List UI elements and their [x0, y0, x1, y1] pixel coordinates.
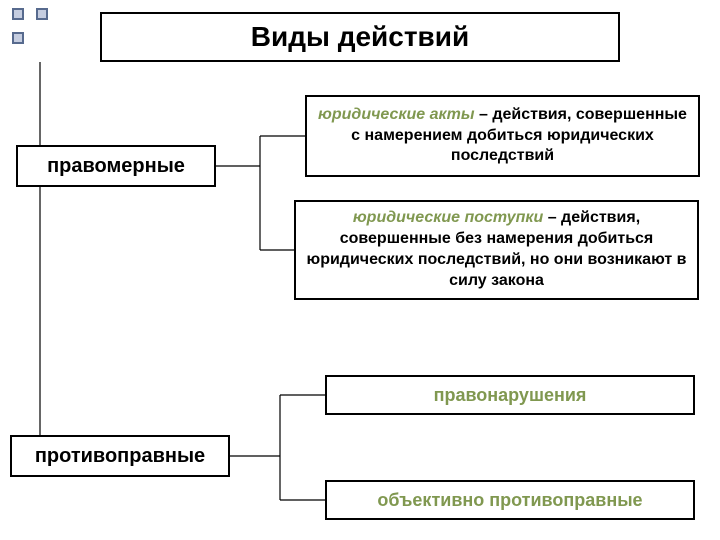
offenses-node: правонарушения: [325, 375, 695, 415]
legal-deeds-term: юридические поступки: [353, 209, 543, 226]
offenses-label: правонарушения: [434, 385, 587, 406]
corner-marker: [12, 8, 24, 20]
legal-deeds-text: юридические поступки – действия, соверше…: [304, 208, 689, 291]
legal-deeds-node: юридические поступки – действия, соверше…: [294, 200, 699, 300]
legal-acts-node: юридические акты – действия, совершенные…: [305, 95, 700, 177]
legal-acts-term: юридические акты: [318, 106, 475, 123]
diagram-title: Виды действий: [100, 12, 620, 62]
objectively-wrongful-node: объективно противоправные: [325, 480, 695, 520]
lawful-label: правомерные: [47, 155, 185, 178]
legal-acts-text: юридические акты – действия, совершенные…: [315, 105, 690, 167]
unlawful-label: противоправные: [35, 445, 205, 468]
objwrong-label: объективно противоправные: [377, 490, 642, 511]
title-text: Виды действий: [251, 21, 469, 53]
unlawful-node: противоправные: [10, 435, 230, 477]
corner-marker: [36, 8, 48, 20]
corner-marker: [12, 32, 24, 44]
lawful-node: правомерные: [16, 145, 216, 187]
